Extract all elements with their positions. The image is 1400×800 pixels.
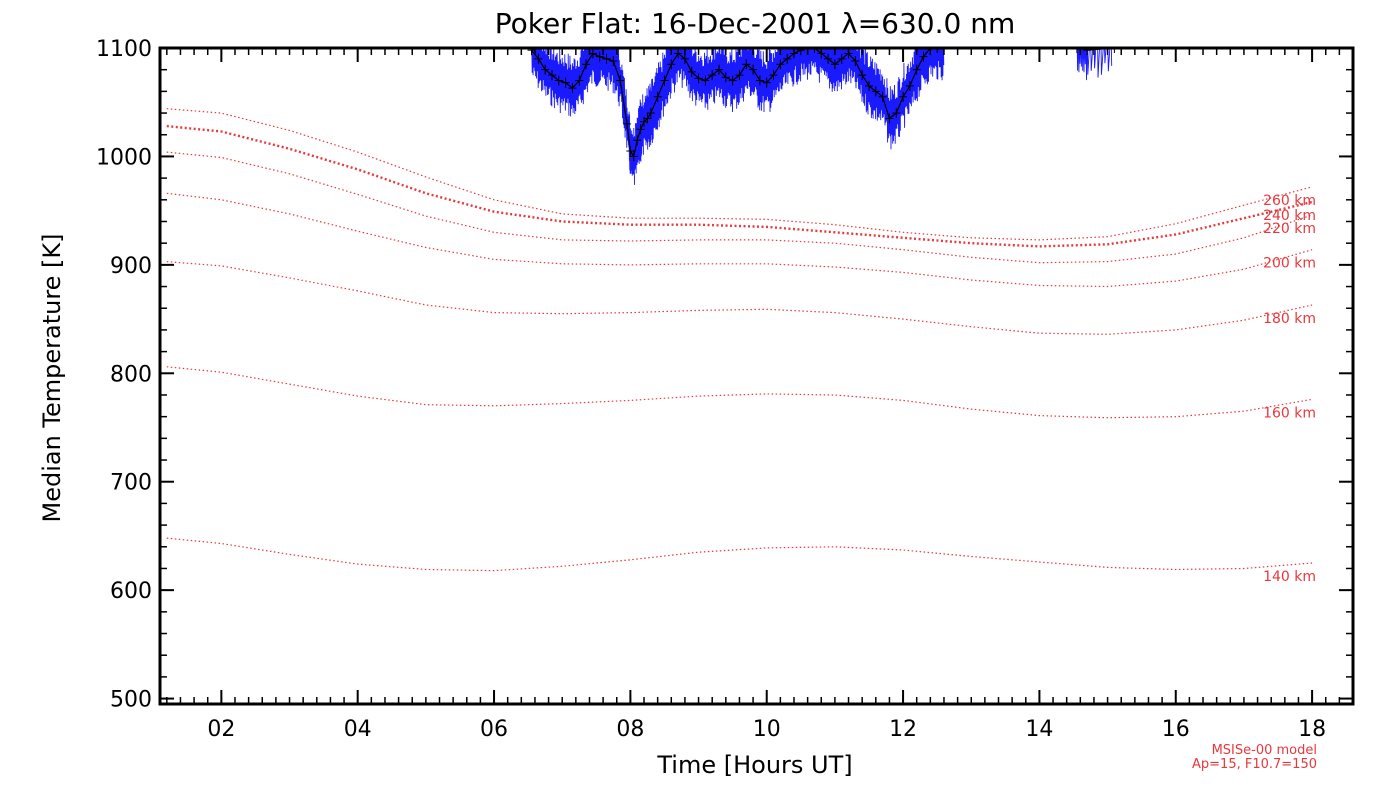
y-tick-label: 1000 xyxy=(96,145,152,170)
altitude-label-180-km: 180 km xyxy=(1263,311,1316,327)
x-tick-label: 04 xyxy=(344,717,372,742)
y-tick-label: 600 xyxy=(110,579,152,604)
model-line-140-km xyxy=(166,537,1313,572)
model-line-220-km xyxy=(166,151,1313,264)
altitude-label-220-km: 220 km xyxy=(1263,221,1316,237)
altitude-label-200-km: 200 km xyxy=(1263,256,1316,272)
model-line-260-km xyxy=(166,108,1313,241)
x-tick-label: 08 xyxy=(616,717,644,742)
altitude-label-160-km: 160 km xyxy=(1263,405,1316,421)
x-tick-label: 16 xyxy=(1162,717,1190,742)
model-footnote-line2: Ap=15, F10.7=150 xyxy=(1192,757,1317,772)
y-tick-label: 900 xyxy=(110,254,152,279)
x-tick-label: 02 xyxy=(207,717,235,742)
axis-ticks-group: 02 04 06 08 10 12 14 16 18 500 600 700 800 900 1000 110… xyxy=(96,37,1354,742)
plot-frame xyxy=(158,46,1355,706)
model-line-160-km xyxy=(166,366,1313,419)
model-lines-group xyxy=(166,108,1313,572)
model-footnote-line1: MSISe-00 model xyxy=(1212,743,1317,758)
observed-samples-main xyxy=(531,48,945,185)
model-line-200-km xyxy=(166,192,1313,288)
observed-data-group xyxy=(527,48,1119,185)
y-axis-label: Median Temperature [K] xyxy=(38,233,66,522)
altitude-label-240-km: 240 km xyxy=(1263,208,1316,224)
y-tick-label: 500 xyxy=(110,688,152,713)
y-tick-label: 1100 xyxy=(96,37,152,62)
x-tick-label: 12 xyxy=(889,717,917,742)
model-line-240-km xyxy=(166,124,1313,248)
x-tick-label: 14 xyxy=(1025,717,1053,742)
altitude-label-260-km: 260 km xyxy=(1263,193,1316,209)
chart-title: Poker Flat: 16-Dec-2001 λ=630.0 nm xyxy=(495,7,1016,40)
x-axis-label: Time [Hours UT] xyxy=(656,751,852,779)
x-tick-label: 06 xyxy=(480,717,508,742)
x-tick-label: 18 xyxy=(1298,717,1326,742)
y-tick-label: 800 xyxy=(110,362,152,387)
model-line-180-km xyxy=(166,261,1313,335)
y-tick-label: 700 xyxy=(110,471,152,496)
x-tick-label: 10 xyxy=(753,717,781,742)
altitude-label-140-km: 140 km xyxy=(1263,569,1316,585)
